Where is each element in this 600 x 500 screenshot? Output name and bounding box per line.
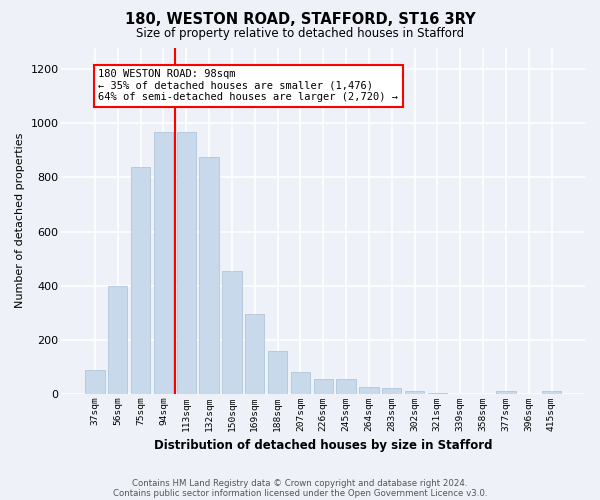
Bar xyxy=(382,388,401,394)
Bar xyxy=(496,391,515,394)
Bar xyxy=(222,271,242,394)
Bar xyxy=(268,350,287,394)
Bar xyxy=(154,132,173,394)
Bar xyxy=(405,391,424,394)
Bar xyxy=(428,392,447,394)
Bar xyxy=(176,132,196,394)
Bar xyxy=(131,166,151,394)
Text: Contains public sector information licensed under the Open Government Licence v3: Contains public sector information licen… xyxy=(113,488,487,498)
Bar xyxy=(314,379,333,394)
Bar xyxy=(337,379,356,394)
Text: 180, WESTON ROAD, STAFFORD, ST16 3RY: 180, WESTON ROAD, STAFFORD, ST16 3RY xyxy=(125,12,475,28)
Bar xyxy=(108,286,127,394)
Text: Contains HM Land Registry data © Crown copyright and database right 2024.: Contains HM Land Registry data © Crown c… xyxy=(132,478,468,488)
Bar xyxy=(85,370,104,394)
Bar xyxy=(245,314,265,394)
X-axis label: Distribution of detached houses by size in Stafford: Distribution of detached houses by size … xyxy=(154,440,493,452)
Text: 180 WESTON ROAD: 98sqm
← 35% of detached houses are smaller (1,476)
64% of semi-: 180 WESTON ROAD: 98sqm ← 35% of detached… xyxy=(98,69,398,102)
Bar xyxy=(359,387,379,394)
Bar xyxy=(291,372,310,394)
Text: Size of property relative to detached houses in Stafford: Size of property relative to detached ho… xyxy=(136,28,464,40)
Y-axis label: Number of detached properties: Number of detached properties xyxy=(15,133,25,308)
Bar xyxy=(199,157,219,394)
Bar xyxy=(542,391,561,394)
